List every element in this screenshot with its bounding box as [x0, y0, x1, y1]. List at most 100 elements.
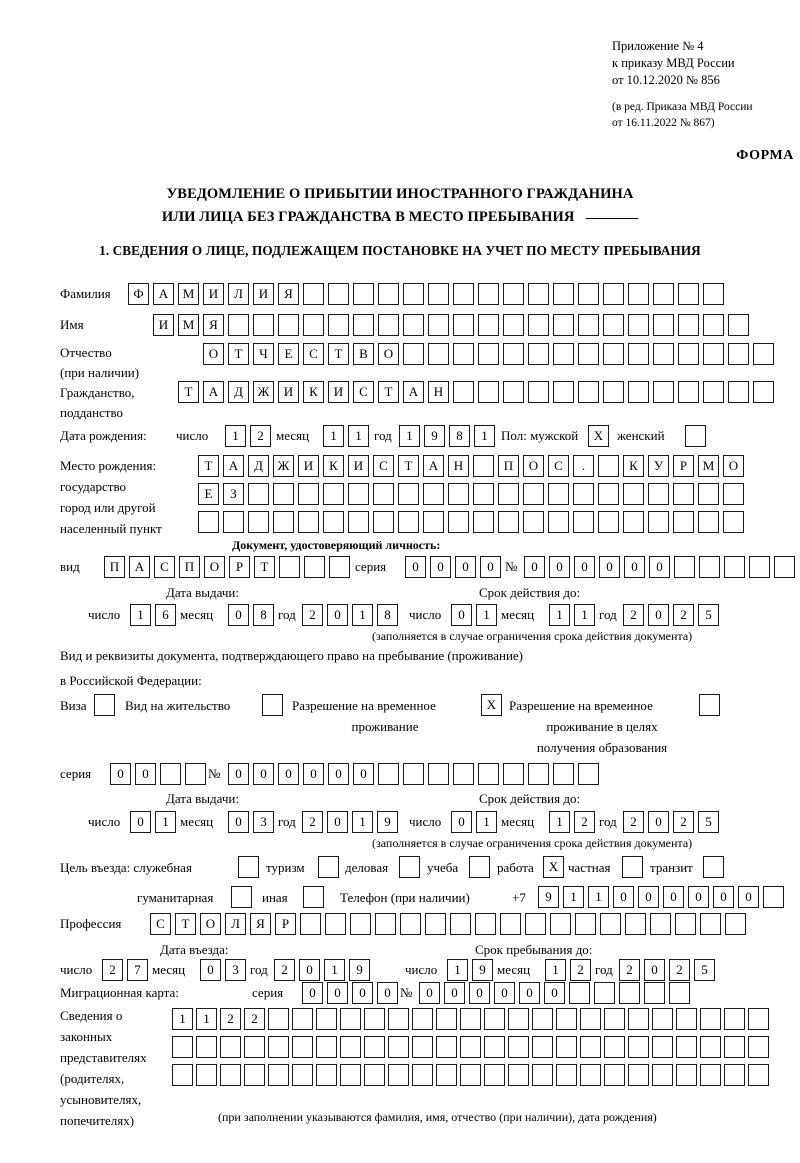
char-cell[interactable]: 2 [574, 811, 595, 833]
char-cell[interactable]: 0 [327, 811, 348, 833]
char-cell[interactable]: С [303, 343, 324, 365]
char-cell[interactable]: Ж [253, 381, 274, 403]
char-cell[interactable] [676, 1064, 697, 1086]
char-cell[interactable]: Я [250, 913, 271, 935]
char-cell[interactable] [328, 283, 349, 305]
char-cell[interactable] [748, 1008, 769, 1030]
char-cell[interactable] [623, 511, 644, 533]
char-cell[interactable]: 9 [472, 959, 493, 981]
char-cell[interactable]: 2 [274, 959, 295, 981]
char-cell[interactable] [500, 913, 521, 935]
char-cell[interactable] [473, 511, 494, 533]
char-cell[interactable] [623, 483, 644, 505]
char-cell[interactable] [573, 483, 594, 505]
char-cell[interactable] [580, 1036, 601, 1058]
char-cell[interactable] [300, 913, 321, 935]
char-cell[interactable]: Я [278, 283, 299, 305]
char-cell[interactable]: 0 [644, 959, 665, 981]
char-cell[interactable] [303, 283, 324, 305]
char-cell[interactable] [196, 1064, 217, 1086]
char-cell[interactable]: И [328, 381, 349, 403]
char-cell[interactable] [528, 314, 549, 336]
char-cell[interactable]: Л [228, 283, 249, 305]
char-cell[interactable] [353, 283, 374, 305]
char-cell[interactable] [478, 314, 499, 336]
char-cell[interactable] [652, 1008, 673, 1030]
purpose-private-checkbox[interactable] [622, 856, 643, 878]
char-cell[interactable] [700, 1064, 721, 1086]
char-cell[interactable] [556, 1036, 577, 1058]
char-cell[interactable] [675, 913, 696, 935]
purpose-other-checkbox[interactable] [303, 886, 324, 908]
char-cell[interactable]: З [223, 483, 244, 505]
char-cell[interactable]: 1 [545, 959, 566, 981]
char-cell[interactable]: 7 [127, 959, 148, 981]
char-cell[interactable] [575, 913, 596, 935]
temp-residence-edu-checkbox[interactable] [699, 694, 720, 716]
char-cell[interactable]: С [353, 381, 374, 403]
char-cell[interactable] [603, 343, 624, 365]
char-cell[interactable] [248, 483, 269, 505]
char-cell[interactable] [598, 483, 619, 505]
char-cell[interactable] [553, 283, 574, 305]
char-cell[interactable]: 1 [563, 886, 584, 908]
legal-rep-row-2[interactable] [172, 1036, 772, 1058]
char-cell[interactable]: 9 [349, 959, 370, 981]
char-cell[interactable]: С [548, 455, 569, 477]
char-cell[interactable]: 1 [324, 959, 345, 981]
sex-male-checkbox[interactable]: X [588, 425, 609, 447]
char-cell[interactable]: Р [673, 455, 694, 477]
char-cell[interactable]: 2 [570, 959, 591, 981]
char-cell[interactable] [388, 1036, 409, 1058]
char-cell[interactable] [400, 913, 421, 935]
char-cell[interactable] [723, 483, 744, 505]
char-cell[interactable]: К [623, 455, 644, 477]
char-cell[interactable] [484, 1036, 505, 1058]
char-cell[interactable]: Ч [253, 343, 274, 365]
char-cell[interactable]: 0 [549, 556, 570, 578]
char-cell[interactable] [652, 1064, 673, 1086]
char-cell[interactable]: 0 [228, 604, 249, 626]
char-cell[interactable] [628, 283, 649, 305]
char-cell[interactable]: К [303, 381, 324, 403]
char-cell[interactable] [503, 763, 524, 785]
char-cell[interactable]: 0 [738, 886, 759, 908]
char-cell[interactable] [453, 283, 474, 305]
char-cell[interactable] [172, 1064, 193, 1086]
purpose-transit-checkbox[interactable] [703, 856, 724, 878]
char-cell[interactable]: О [203, 343, 224, 365]
char-cell[interactable]: 3 [225, 959, 246, 981]
char-cell[interactable] [653, 343, 674, 365]
char-cell[interactable] [753, 381, 774, 403]
char-cell[interactable]: 0 [613, 886, 634, 908]
char-cell[interactable]: 2 [220, 1008, 241, 1030]
char-cell[interactable] [603, 314, 624, 336]
char-cell[interactable]: 0 [200, 959, 221, 981]
char-cell[interactable]: Н [428, 381, 449, 403]
char-cell[interactable] [528, 343, 549, 365]
char-cell[interactable] [724, 1064, 745, 1086]
char-cell[interactable]: П [179, 556, 200, 578]
char-cell[interactable] [248, 511, 269, 533]
char-cell[interactable]: 1 [352, 604, 373, 626]
char-cell[interactable]: 9 [424, 425, 445, 447]
char-cell[interactable] [619, 982, 640, 1004]
char-cell[interactable]: 1 [225, 425, 246, 447]
char-cell[interactable]: 0 [353, 763, 374, 785]
char-cell[interactable] [196, 1036, 217, 1058]
char-cell[interactable]: 0 [624, 556, 645, 578]
char-cell[interactable] [748, 1064, 769, 1086]
char-cell[interactable]: 9 [538, 886, 559, 908]
char-cell[interactable]: 0 [649, 556, 670, 578]
char-cell[interactable]: 0 [455, 556, 476, 578]
char-cell[interactable] [428, 314, 449, 336]
char-cell[interactable]: 0 [638, 886, 659, 908]
char-cell[interactable] [678, 381, 699, 403]
